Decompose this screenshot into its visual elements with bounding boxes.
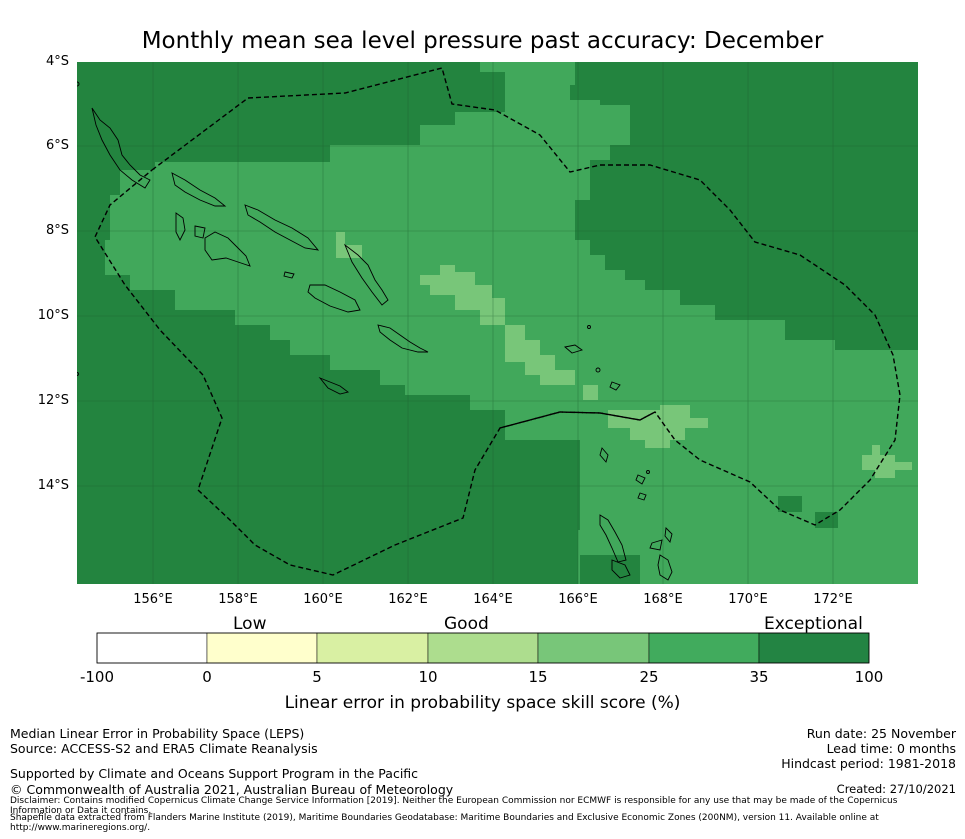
colorbar-tick: -100 (79, 668, 115, 686)
lon-label: 156°E (133, 592, 173, 607)
colorbar-segment (96, 632, 208, 664)
colorbar-tick: 100 (854, 668, 884, 686)
colorbar-label: Linear error in probability space skill … (284, 693, 681, 713)
good-region-south (608, 405, 708, 448)
colorbar-segment (648, 632, 760, 664)
exceptional-region-south (580, 555, 640, 584)
footer-method: Median Linear Error in Probability Space… (10, 726, 305, 741)
lat-label: 12°S (37, 393, 69, 408)
lon-label: 158°E (218, 592, 258, 607)
lon-label: 170°E (728, 592, 768, 607)
lon-label: 164°E (473, 592, 513, 607)
colorbar-category-exceptional: Exceptional (764, 614, 863, 634)
eez-boundary-solomon (94, 67, 901, 576)
footer-source: Source: ACCESS-S2 and ERA5 Climate Reana… (10, 741, 318, 756)
lat-label: 10°S (37, 308, 69, 323)
colorbar-tick: 35 (749, 668, 769, 686)
footer-disclaimer: Disclaimer: Contains modified Copernicus… (10, 796, 898, 816)
lon-label: 172°E (813, 592, 853, 607)
footer-hindcast: Hindcast period: 1981-2018 (781, 756, 956, 771)
exceptional-patch-east (778, 496, 838, 528)
good-region-small (583, 385, 598, 400)
good-region-east (862, 445, 912, 478)
exceptional-region-west (77, 62, 580, 584)
lat-label: 4°S (45, 54, 69, 69)
footer-created: Created: 27/10/2021 (836, 782, 956, 796)
exceptional-region-southwest (120, 125, 155, 162)
footer-run-date: Run date: 25 November (806, 726, 956, 741)
lon-label: 166°E (558, 592, 598, 607)
footer-support: Supported by Climate and Oceans Support … (10, 766, 419, 781)
skill-map (77, 62, 918, 584)
page-title: Monthly mean sea level pressure past acc… (141, 28, 824, 54)
lat-label: 6°S (45, 138, 69, 153)
lon-label: 168°E (643, 592, 683, 607)
colorbar-segment (758, 632, 870, 664)
lat-label: 8°S (45, 223, 69, 238)
good-region-west-patch (336, 232, 362, 258)
colorbar-segment (206, 632, 318, 664)
colorbar-tick: 0 (202, 668, 212, 686)
footer-shapefile: Shapefile data extracted from Flanders M… (10, 813, 879, 833)
colorbar-segment (316, 632, 429, 664)
colorbar-tick: 5 (312, 668, 322, 686)
colorbar-segment (537, 632, 650, 664)
colorbar-category-low: Low (233, 614, 267, 634)
colorbar-segment (427, 632, 539, 664)
coastlines (77, 81, 673, 581)
footer-copyright: © Commonwealth of Australia 2021, Austra… (10, 782, 454, 797)
colorbar-tick: 15 (528, 668, 548, 686)
eez-boundary-vanuatu (499, 411, 656, 429)
lon-label: 162°E (388, 592, 428, 607)
colorbar (96, 632, 870, 664)
map-gridlines (77, 62, 918, 584)
lat-label: 14°S (37, 478, 69, 493)
footer-lead-time: Lead time: 0 months (826, 741, 956, 756)
exceptional-region-north (570, 62, 918, 350)
lon-label: 160°E (303, 592, 343, 607)
colorbar-category-good: Good (444, 614, 489, 634)
colorbar-tick: 25 (639, 668, 659, 686)
colorbar-tick: 10 (418, 668, 438, 686)
good-region-central (420, 265, 575, 385)
